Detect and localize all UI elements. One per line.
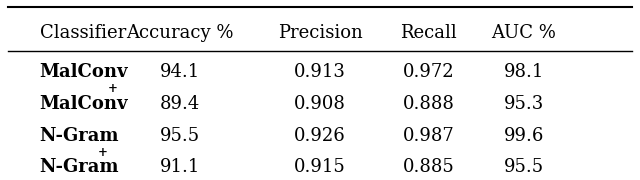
Text: 0.913: 0.913 (294, 63, 346, 81)
Text: 98.1: 98.1 (504, 63, 544, 81)
Text: 0.915: 0.915 (294, 158, 346, 176)
Text: 95.5: 95.5 (160, 127, 200, 145)
Text: 0.926: 0.926 (294, 127, 346, 145)
Text: Accuracy %: Accuracy % (126, 24, 234, 42)
Text: 0.908: 0.908 (294, 95, 346, 113)
Text: MalConv: MalConv (40, 95, 128, 113)
Text: 99.6: 99.6 (504, 127, 544, 145)
Text: 0.888: 0.888 (403, 95, 454, 113)
Text: N-Gram: N-Gram (40, 127, 119, 145)
Text: +: + (108, 82, 117, 95)
Text: N-Gram: N-Gram (40, 158, 119, 176)
Text: Precision: Precision (278, 24, 362, 42)
Text: 94.1: 94.1 (160, 63, 200, 81)
Text: AUC %: AUC % (492, 24, 556, 42)
Text: 0.885: 0.885 (403, 158, 454, 176)
Text: 0.987: 0.987 (403, 127, 454, 145)
Text: Recall: Recall (400, 24, 457, 42)
Text: 95.3: 95.3 (504, 95, 544, 113)
Text: 0.972: 0.972 (403, 63, 454, 81)
Text: 91.1: 91.1 (159, 158, 200, 176)
Text: 95.5: 95.5 (504, 158, 544, 176)
Text: Classifier: Classifier (40, 24, 126, 42)
Text: MalConv: MalConv (40, 63, 128, 81)
Text: +: + (99, 146, 108, 159)
Text: 89.4: 89.4 (160, 95, 200, 113)
